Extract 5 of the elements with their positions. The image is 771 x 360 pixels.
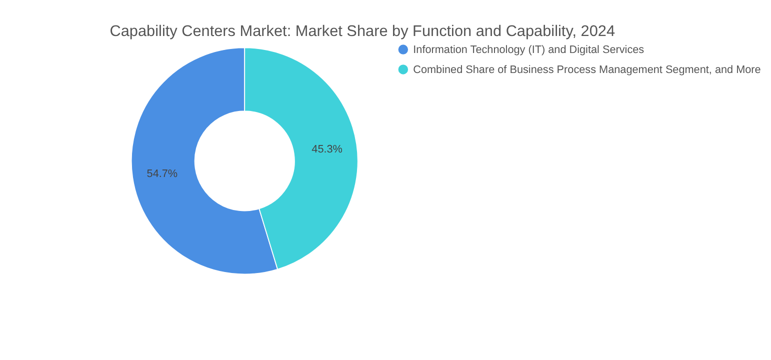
legend-label: Information Technology (IT) and Digital Services <box>413 44 645 56</box>
chart-title: Capability Centers Market: Market Share by Function and Capability, 2024 <box>110 22 616 40</box>
legend-label: Combined Share of Business Process Management Segment, and More <box>413 64 761 76</box>
data-label: 45.3% <box>312 143 343 156</box>
data-label: 54.7% <box>146 168 178 180</box>
